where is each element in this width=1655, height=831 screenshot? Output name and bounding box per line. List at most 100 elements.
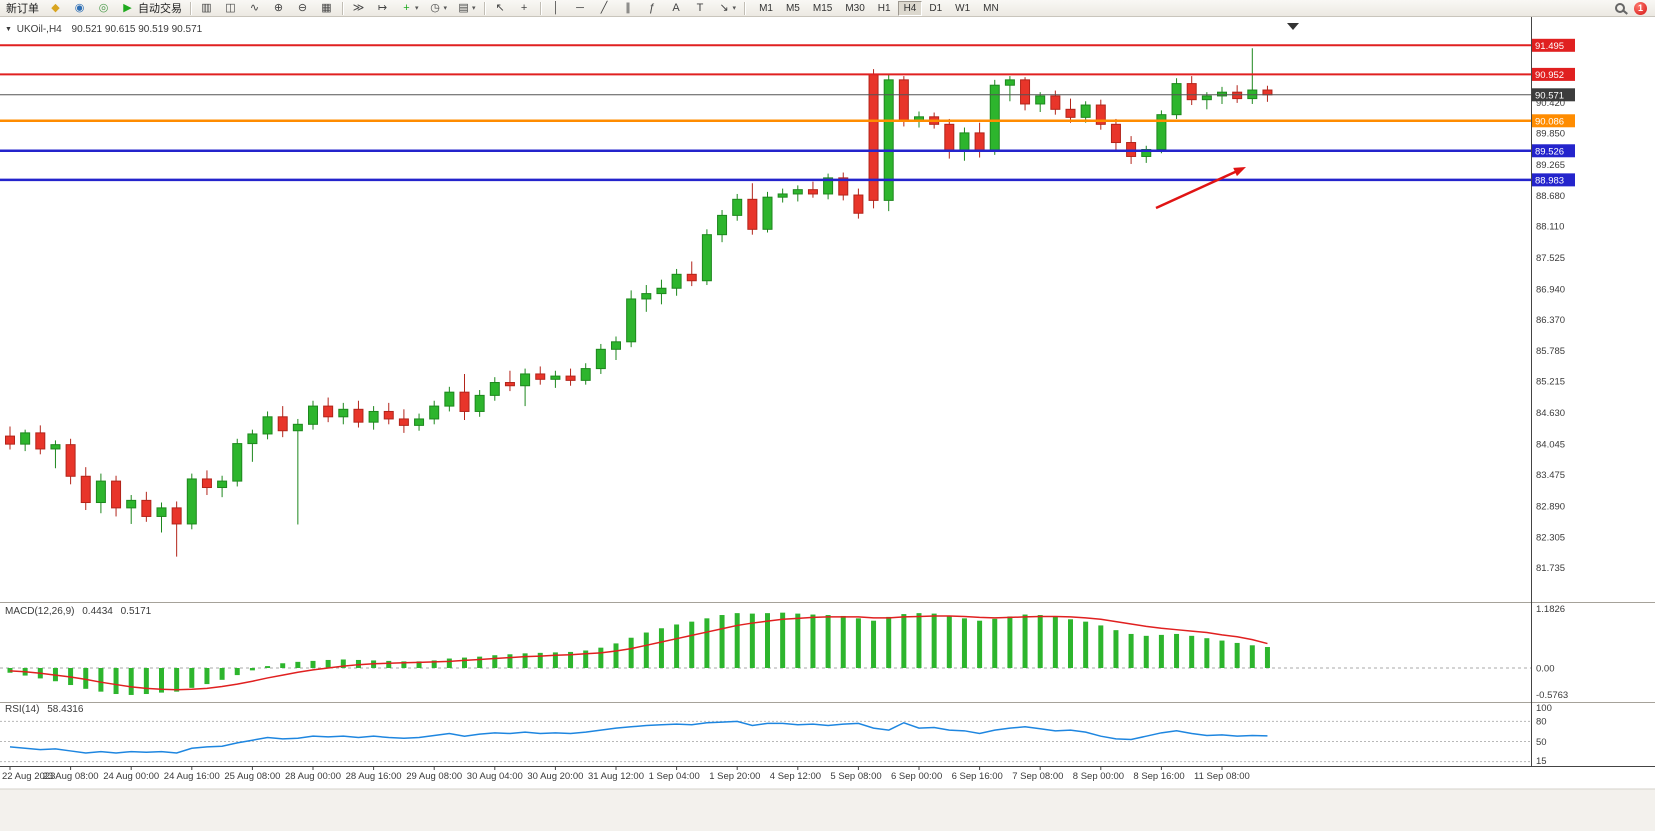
candle-body [489, 382, 500, 396]
tile-windows-icon[interactable]: ▦ [315, 1, 338, 16]
candle-body [444, 391, 455, 407]
timeframe-m5[interactable]: M5 [785, 2, 800, 14]
timeframe-h4[interactable]: H4 [897, 0, 923, 16]
candle-body [141, 499, 152, 517]
candle-body [717, 214, 728, 236]
chart-shift-icon[interactable]: ↦ [371, 1, 394, 16]
candle-body [580, 368, 591, 381]
accounts-icon[interactable]: ◉ [68, 1, 91, 16]
price-axis-label: 84.630 [1536, 408, 1565, 419]
channel-icon: ∥ [625, 1, 631, 14]
candle-body [5, 435, 15, 445]
candle-body [671, 273, 682, 289]
community-icon[interactable]: ◎ [92, 1, 115, 16]
bar-chart-icon[interactable]: ▥ [195, 1, 218, 16]
macd-histogram-bar [643, 632, 649, 668]
macd-signal-line [9, 615, 1268, 691]
chart-header: ▼ UKOil-,H4 90.521 90.615 90.519 90.571 [5, 24, 202, 35]
macd-histogram-bar [537, 652, 543, 668]
candle-body [1141, 148, 1152, 157]
toolbar-separator [483, 1, 485, 15]
time-axis-label: 8 Sep 16:00 [1133, 771, 1184, 782]
macd-histogram-bar [946, 615, 952, 668]
search-icon[interactable] [1615, 3, 1625, 13]
macd-histogram-bar [143, 668, 149, 695]
macd-histogram-bar [446, 658, 452, 668]
timeframe-d1[interactable]: D1 [929, 2, 943, 14]
auto-trading-button-label: 自动交易 [138, 3, 182, 15]
candlestick-chart-icon[interactable]: ◫ [219, 1, 242, 16]
crosshair-icon: + [520, 1, 528, 14]
candle-body [171, 507, 182, 525]
candle-body [65, 444, 76, 477]
timeframe-m1[interactable]: M1 [759, 2, 773, 14]
time-axis-label: 6 Sep 00:00 [891, 771, 942, 782]
timeframe-w1[interactable]: W1 [955, 2, 971, 14]
trendline-icon[interactable]: ╱ [593, 1, 616, 16]
new-order-button[interactable]: 新订单 [2, 1, 43, 16]
trend-arrow-annotation[interactable] [1155, 168, 1242, 210]
time-axis-label: 8 Sep 00:00 [1073, 771, 1124, 782]
trend-arrow-head[interactable] [1233, 167, 1246, 177]
crosshair-icon[interactable]: + [513, 1, 536, 16]
timeframe-m15[interactable]: M15 [812, 2, 833, 14]
channel-icon[interactable]: ∥ [617, 1, 640, 16]
candle-body [1050, 95, 1061, 110]
line-chart-icon[interactable]: ∿ [243, 1, 266, 16]
candle-body [1186, 83, 1197, 101]
rsi-axis-label: 100 [1536, 703, 1552, 714]
price-tag [1532, 67, 1575, 81]
chart-collapse-icon[interactable]: ▼ [5, 26, 12, 33]
zoom-out-icon[interactable]: ⊖ [291, 1, 314, 16]
macd-histogram-bar [1068, 619, 1073, 668]
candle-body [95, 480, 106, 504]
horizontal-line-icon[interactable]: ─ [569, 1, 592, 16]
auto-scroll-icon[interactable]: ≫ [347, 1, 370, 16]
periods-icon: ◷ [430, 1, 440, 14]
macd-histogram-bar [598, 647, 604, 668]
arrows-icon[interactable]: ↘ ▾ [713, 1, 741, 16]
timeframe-h1[interactable]: H1 [877, 2, 891, 14]
notification-badge[interactable]: 1 [1634, 1, 1647, 15]
timeframe-mn[interactable]: MN [983, 2, 999, 14]
candle-body [1110, 123, 1121, 144]
candle-body [217, 480, 228, 489]
macd-histogram-bar [749, 613, 755, 668]
vertical-line-icon: │ [552, 1, 560, 14]
arrows-icon: ↘ [719, 1, 729, 14]
price-axis-label: 88.680 [1536, 191, 1565, 202]
macd-histogram-bar [689, 621, 695, 668]
zoom-out-icon: ⊖ [297, 1, 308, 14]
price-axis-label: 85.215 [1536, 377, 1565, 388]
dropdown-caret-icon: ▾ [732, 5, 737, 12]
macd-title: MACD(12,26,9) [5, 606, 75, 617]
rsi-title: RSI(14) [5, 704, 40, 715]
text-label-icon[interactable]: T [689, 1, 712, 16]
periods-icon[interactable]: ◷ ▾ [424, 1, 452, 16]
cursor-icon[interactable]: ↖ [489, 1, 512, 16]
text-icon[interactable]: A [665, 1, 688, 16]
chart-shift-marker[interactable] [1287, 23, 1299, 30]
fibonacci-icon[interactable]: ƒ [641, 1, 664, 16]
candle-body [323, 405, 334, 418]
rsi-header: RSI(14) 58.4316 [5, 704, 83, 715]
indicators-icon[interactable]: + ▾ [395, 1, 423, 16]
macd-histogram-bar [825, 615, 831, 668]
deposit-icon[interactable]: ◆ [44, 1, 67, 16]
vertical-line-icon[interactable]: │ [545, 1, 568, 16]
templates-icon[interactable]: ▤ ▾ [452, 1, 480, 16]
macd-histogram-bar [658, 628, 664, 668]
candle-body [1126, 142, 1137, 157]
rsi-value: 58.4316 [47, 704, 84, 715]
macd-axis-label: -0.5763 [1536, 690, 1568, 701]
time-axis-label: 23 Aug 08:00 [43, 771, 99, 782]
zoom-in-icon[interactable]: ⊕ [267, 1, 290, 16]
macd-histogram-bar [431, 660, 437, 668]
auto-trading-button[interactable]: ▶ 自动交易 [116, 1, 186, 16]
timeframe-m30[interactable]: M30 [845, 2, 865, 14]
candle-body [398, 418, 409, 426]
rsi-axis-label: 50 [1536, 737, 1547, 748]
macd-histogram-bar [522, 653, 528, 668]
